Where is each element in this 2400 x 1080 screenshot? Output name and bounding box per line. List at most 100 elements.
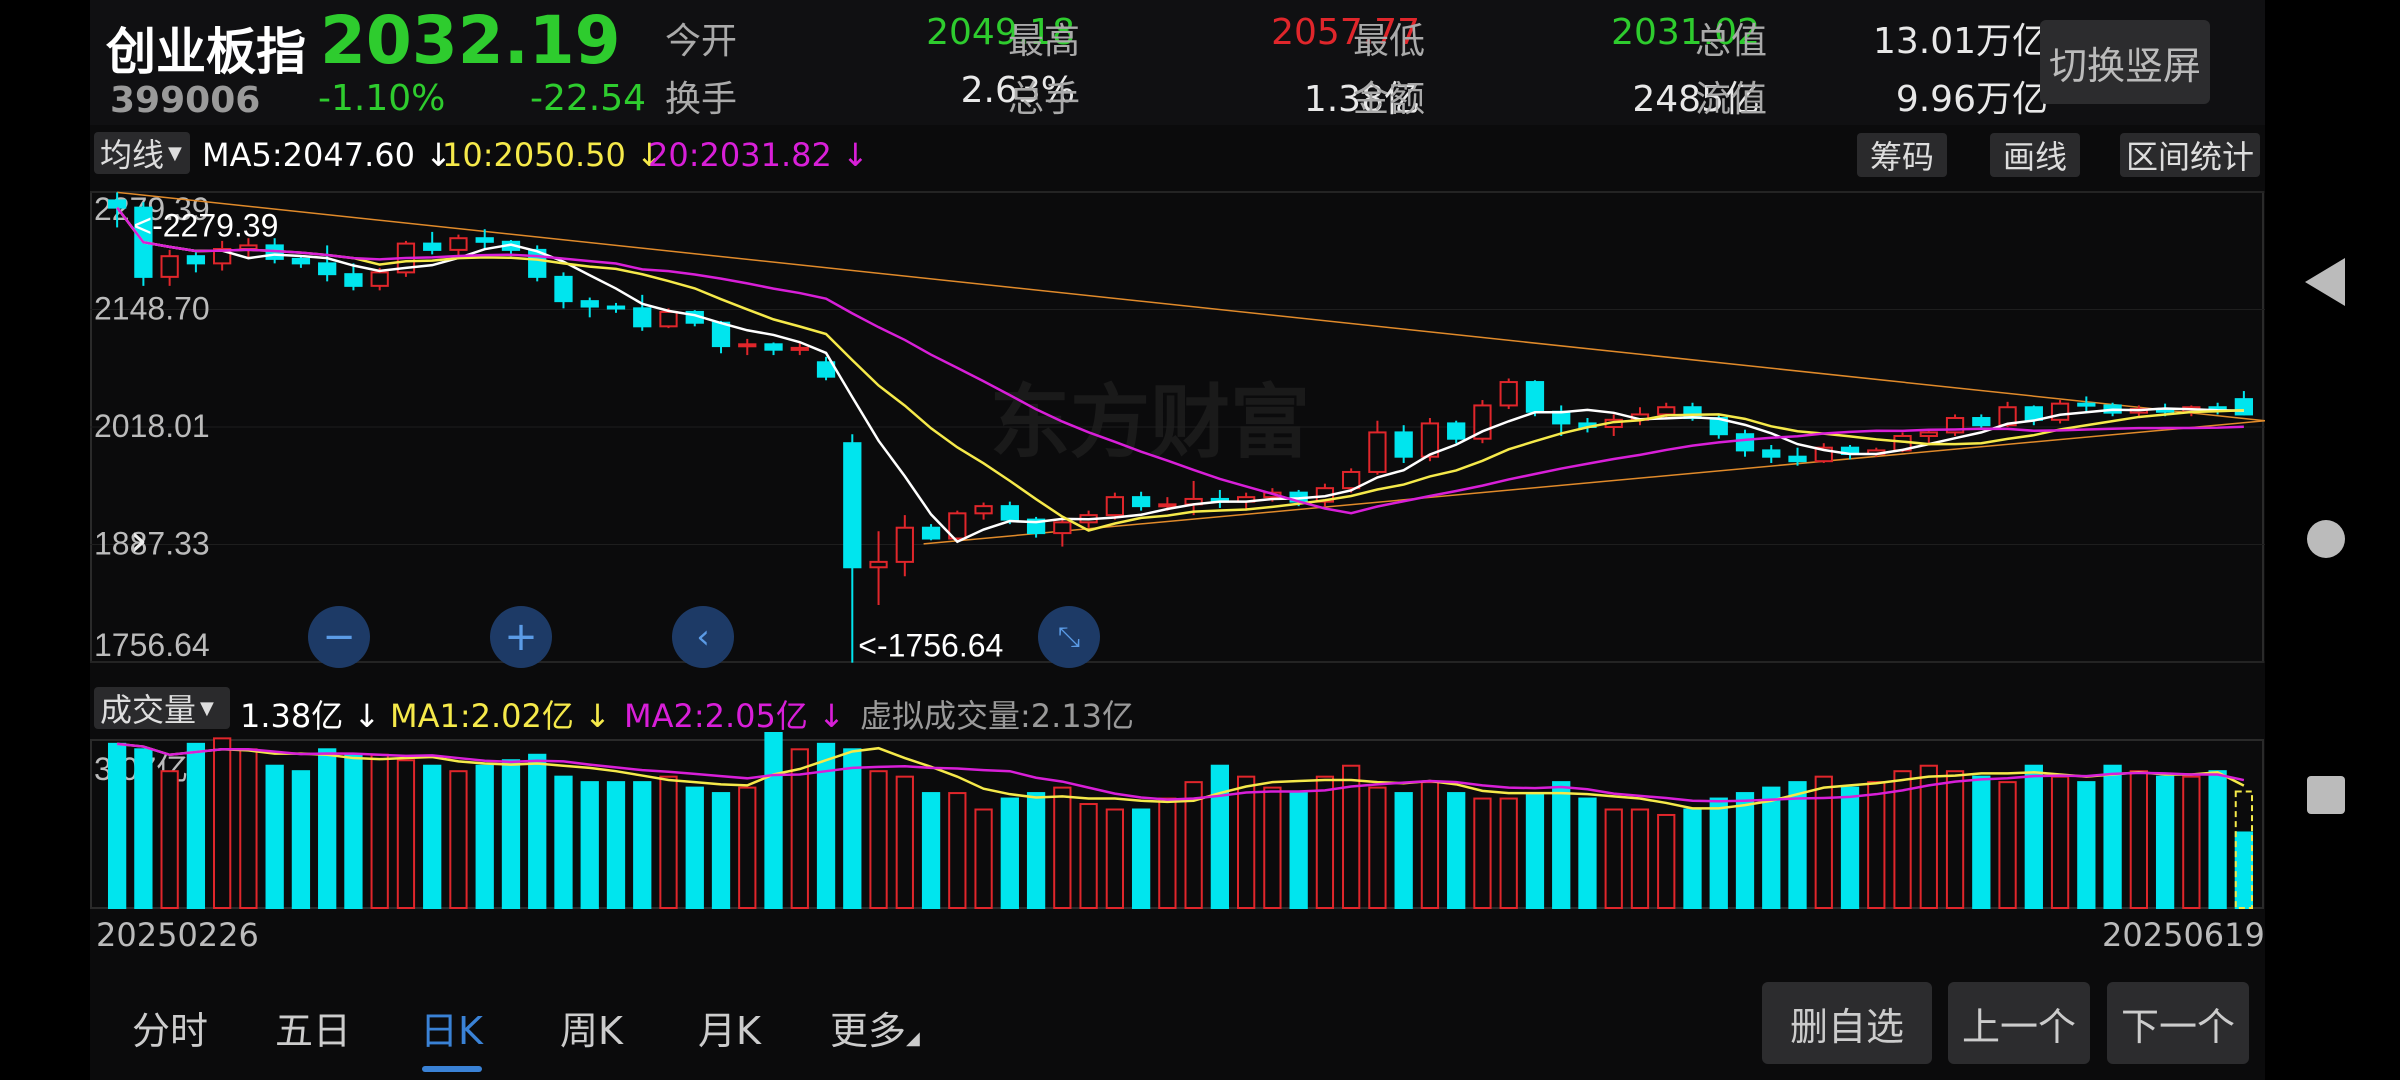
expand-side-icon[interactable]: › xyxy=(130,515,148,566)
volume-bar xyxy=(423,764,442,910)
volume-bar xyxy=(1788,781,1807,909)
volume-bar xyxy=(2129,770,2148,909)
candle-body xyxy=(1420,422,1440,458)
candle-body xyxy=(1158,503,1177,508)
tab-weekly-k[interactable]: 周K xyxy=(560,1009,623,1053)
candle-body xyxy=(580,300,599,308)
volume-bar xyxy=(1499,797,1518,909)
ma20-label: 20:2031.82 xyxy=(648,136,832,174)
volume-bar xyxy=(1893,770,1912,909)
price-axis-label: 1756.64 xyxy=(94,627,210,663)
volume-bar xyxy=(1630,808,1650,909)
candle-body xyxy=(2234,398,2254,416)
change-amount: -22.54 xyxy=(530,78,647,119)
tab-daily-k[interactable]: 日K xyxy=(420,1009,483,1053)
volume-bar xyxy=(1394,792,1413,909)
volume-bar xyxy=(501,759,521,909)
candle-body xyxy=(423,242,442,251)
tab-intraday[interactable]: 分时 xyxy=(132,1009,209,1053)
candle-body xyxy=(1000,505,1019,521)
candle-body xyxy=(606,305,626,310)
candle-body xyxy=(318,262,337,276)
remove-watchlist-button[interactable]: 删自选 xyxy=(1762,982,1932,1064)
volume-bar xyxy=(1709,797,1728,909)
volume-bar xyxy=(1840,786,1860,909)
draw-line-button[interactable]: 画线 xyxy=(1990,133,2080,177)
candle-body xyxy=(1368,431,1387,473)
switch-portrait-button[interactable]: 切换竖屏 xyxy=(2040,20,2210,104)
candle-body xyxy=(1657,406,1676,416)
volume-bar xyxy=(869,770,888,909)
interval-stats-button[interactable]: 区间统计 xyxy=(2120,133,2260,177)
volume-ma1: MA1:2.02亿 ↓ xyxy=(390,691,611,737)
quote-label-total-hands: 总手 xyxy=(1008,79,1081,120)
volume-ma2-arrow-icon: ↓ xyxy=(818,697,845,735)
ma10-label: 10:2050.50 xyxy=(442,136,626,174)
candlestick-chart[interactable]: 东方财富 2279.392148.702018.011887.331756.64… xyxy=(90,180,2265,680)
candle-body xyxy=(1762,449,1781,458)
previous-button[interactable]: 上一个 xyxy=(1948,982,2090,1064)
volume-bar xyxy=(1342,764,1361,910)
quote-header: 创业板指 399006 2032.19 -1.10% -22.54 今开 204… xyxy=(90,0,2265,125)
candle-body xyxy=(107,199,127,209)
volume-bar xyxy=(921,792,941,909)
quote-value-total-hands: 1.38亿 xyxy=(1303,79,1420,120)
volume-bar xyxy=(2103,764,2122,910)
volume-bar xyxy=(528,753,547,910)
volume-bar xyxy=(239,748,258,909)
volume-frame xyxy=(90,739,2264,909)
candle-body xyxy=(738,343,757,348)
dropdown-arrow-icon: ▼ xyxy=(200,697,214,719)
volume-value: 1.38亿 ↓ xyxy=(240,691,380,737)
ma-selector-label: 均线 xyxy=(100,136,165,174)
volume-selector[interactable]: 成交量 ▼ xyxy=(94,687,230,729)
chips-button[interactable]: 筹码 xyxy=(1857,133,1947,177)
change-percent: -1.10% xyxy=(318,78,446,119)
volume-selector-label: 成交量 xyxy=(100,691,197,729)
home-icon[interactable] xyxy=(2307,520,2345,558)
zoom-in-button[interactable]: + xyxy=(490,606,552,668)
volume-bar xyxy=(1315,775,1335,910)
watermark-text: 东方财富 xyxy=(990,378,1310,467)
quote-value-open: 2049.18 xyxy=(926,12,1075,53)
volume-bar xyxy=(1079,803,1098,909)
back-icon[interactable] xyxy=(2305,258,2345,306)
volume-bar xyxy=(2024,764,2043,910)
volume-bar xyxy=(790,748,809,909)
quote-label-high: 最高 xyxy=(1008,21,1081,62)
chevron-left-icon: ‹ xyxy=(696,617,710,657)
ma20-line xyxy=(116,206,2244,515)
volume-bar xyxy=(554,775,573,910)
collapse-button[interactable]: ⤡ xyxy=(1038,606,1100,668)
volume-bar xyxy=(186,742,206,910)
tab-five-day[interactable]: 五日 xyxy=(275,1009,352,1053)
tab-monthly-k[interactable]: 月K xyxy=(698,1009,761,1053)
quote-label-total-value: 总值 xyxy=(1695,21,1768,62)
volume-ma1-line xyxy=(116,742,2245,810)
volume-bar xyxy=(2234,831,2254,909)
volume-bar xyxy=(396,759,416,909)
zoom-out-button[interactable]: − xyxy=(308,606,370,668)
volume-bar xyxy=(449,770,468,909)
volume-chart[interactable]: 3.07亿 xyxy=(90,732,2265,912)
virtual-volume: 虚拟成交量:2.13亿 xyxy=(860,697,1135,735)
trend-line-lower xyxy=(923,419,2265,545)
candle-body xyxy=(344,273,363,287)
ma-legend: 均线 ▼ MA5:2047.60 ↓ 10:2050.50 ↓ 20:2031.8… xyxy=(90,130,2265,180)
virtual-volume-bar xyxy=(2234,790,2254,909)
quote-label-low: 最低 xyxy=(1353,21,1426,62)
trend-line-upper xyxy=(117,191,2265,422)
scroll-left-button[interactable]: ‹ xyxy=(672,606,734,668)
volume-bar xyxy=(633,781,652,909)
next-button[interactable]: 下一个 xyxy=(2107,982,2249,1064)
volume-bar xyxy=(2077,781,2096,909)
recents-icon[interactable] xyxy=(2307,776,2345,814)
ma-selector[interactable]: 均线 ▼ xyxy=(94,132,190,174)
volume-bar xyxy=(1184,781,1203,909)
candle-body xyxy=(948,512,967,540)
volume-bar xyxy=(1473,797,1492,909)
volume-bar xyxy=(160,770,179,909)
volume-value-label: 1.38亿 xyxy=(240,697,344,735)
quote-value-low: 2031.02 xyxy=(1611,12,1760,53)
tab-more[interactable]: 更多◢ xyxy=(830,1000,920,1055)
